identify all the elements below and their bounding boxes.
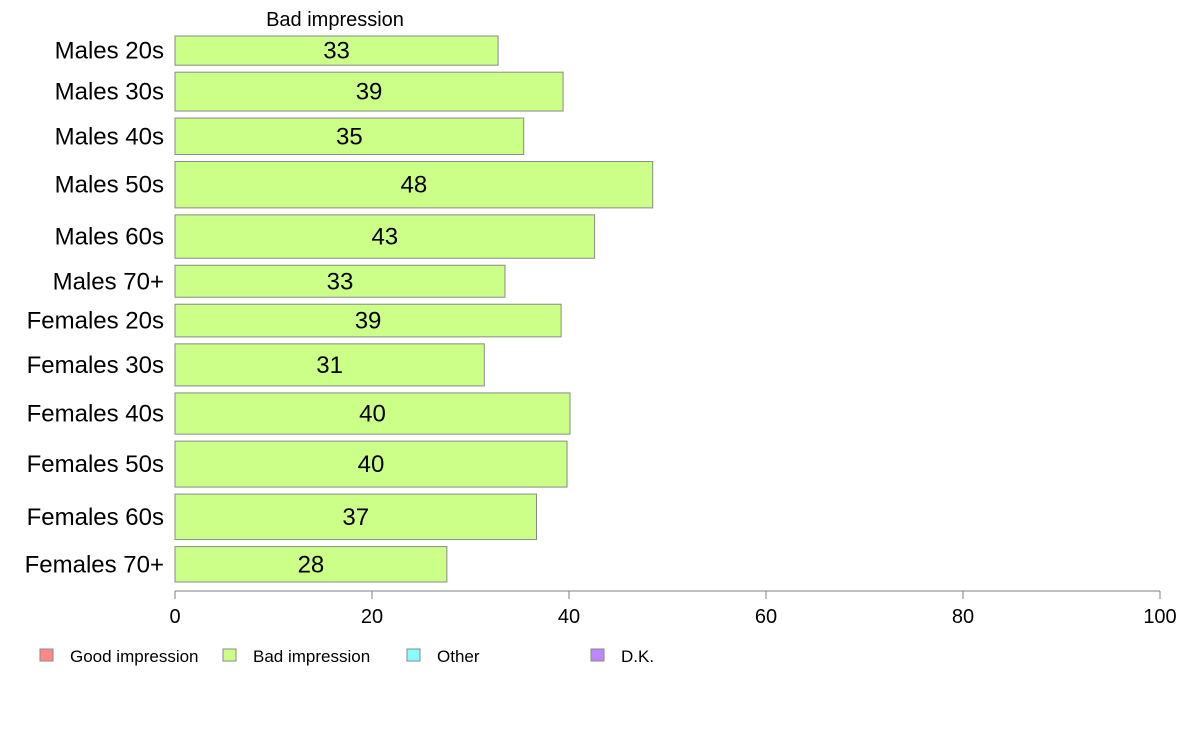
data-label: 39: [356, 79, 383, 106]
legend-swatch: [222, 648, 237, 662]
bar: [174, 343, 485, 387]
data-label: 31: [316, 352, 343, 379]
legend-swatch: [39, 648, 54, 662]
category-label: Males 20s: [55, 38, 164, 65]
category-label: Males 70+: [53, 268, 164, 295]
category-label: Males 30s: [55, 79, 164, 106]
legend-label: Other: [437, 647, 480, 666]
series-title: Bad impression: [266, 9, 404, 31]
bar: [174, 71, 564, 112]
bar: [174, 303, 562, 338]
legend-label: Good impression: [70, 647, 199, 666]
legend: Good impression Bad impression Other D.K.: [39, 647, 654, 666]
data-label: 35: [336, 123, 363, 150]
data-label: 40: [359, 401, 386, 428]
data-label: 33: [327, 268, 354, 295]
category-label: Males 60s: [55, 224, 164, 251]
data-label: 40: [358, 451, 385, 478]
data-label: 33: [323, 38, 350, 65]
legend-swatch: [406, 648, 421, 662]
category-label: Females 30s: [27, 352, 164, 379]
bar: [174, 440, 568, 488]
data-label: 43: [371, 224, 398, 251]
category-label: Males 40s: [55, 123, 164, 150]
bar: [174, 117, 525, 156]
legend-swatch: [590, 648, 605, 662]
data-label: 37: [342, 504, 369, 531]
data-label: 28: [298, 551, 325, 578]
bar: [174, 493, 537, 541]
category-labels: Males 20s Males 30s Males 40s Males 50s Male…: [25, 38, 164, 579]
x-tick-label: 80: [952, 606, 974, 628]
x-axis: 0 20 40 60 80 100: [169, 590, 1177, 628]
data-label: 48: [401, 172, 428, 199]
bar: [174, 161, 654, 209]
bar: [174, 264, 506, 298]
bar: [174, 35, 499, 66]
category-label: Females 20s: [27, 308, 164, 335]
x-tick-label: 0: [169, 606, 180, 628]
x-tick-label: 20: [361, 606, 383, 628]
bar: [174, 392, 571, 435]
legend-label: D.K.: [621, 647, 654, 666]
category-label: Females 50s: [27, 451, 164, 478]
category-label: Males 50s: [55, 172, 164, 199]
x-tick-label: 100: [1143, 606, 1176, 628]
x-tick-label: 40: [558, 606, 580, 628]
data-label: 39: [355, 308, 382, 335]
category-label: Females 40s: [27, 401, 164, 428]
bar: [174, 546, 448, 583]
legend-label: Bad impression: [253, 647, 370, 666]
category-label: Females 60s: [27, 504, 164, 531]
bar: [174, 214, 596, 259]
x-tick-label: 60: [755, 606, 777, 628]
category-label: Females 70+: [25, 551, 164, 578]
